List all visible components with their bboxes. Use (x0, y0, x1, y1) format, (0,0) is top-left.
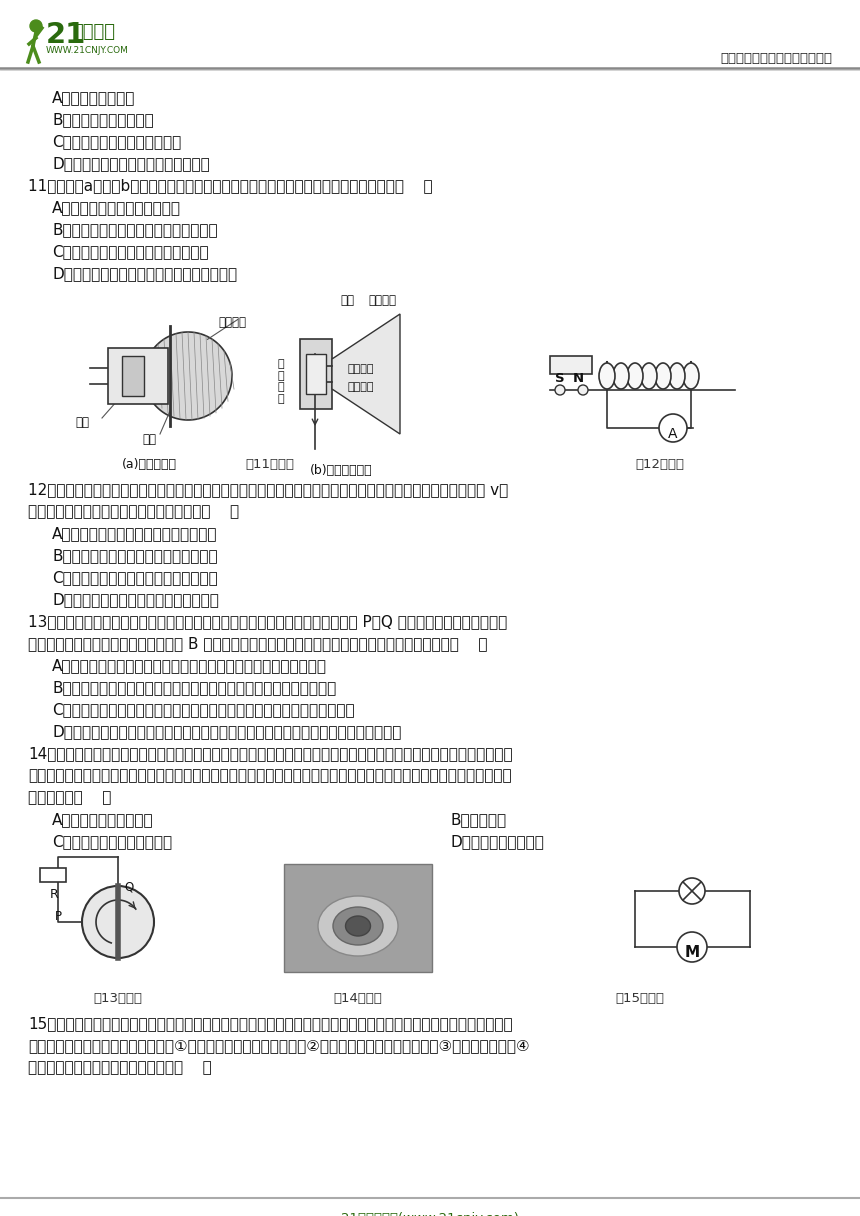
Ellipse shape (641, 364, 657, 389)
Text: S: S (555, 372, 565, 385)
Text: A．话筒将电信号转化为声信号: A．话筒将电信号转化为声信号 (52, 199, 181, 215)
Text: B．若圆盘转动方向发生改变，磁场方向不变，则电流的方向一定改变: B．若圆盘转动方向发生改变，磁场方向不变，则电流的方向一定改变 (52, 680, 336, 696)
Text: 15．将小电动机与小灯泡按如图所示的电路连接，在小电动机转轴上绕线，然后用力拉线，使电动机转动。在电动机转: 15．将小电动机与小灯泡按如图所示的电路连接，在小电动机转轴上绕线，然后用力拉线… (28, 1017, 513, 1031)
Circle shape (555, 385, 565, 395)
Text: N: N (573, 372, 584, 385)
Bar (108, 348, 168, 404)
Text: D．扬声器是利用磁场对电流的作用原理工作: D．扬声器是利用磁场对电流的作用原理工作 (52, 266, 237, 281)
Text: 永
久
磁
体: 永 久 磁 体 (278, 359, 285, 404)
Text: B．电流表中有电流通过，小车减速运动: B．电流表中有电流通过，小车减速运动 (52, 548, 218, 563)
Text: 21世纪教育网(www.21cnjy.com): 21世纪教育网(www.21cnjy.com) (341, 1212, 519, 1216)
Circle shape (677, 931, 707, 962)
Text: M: M (685, 945, 699, 959)
Ellipse shape (655, 364, 671, 389)
Text: 11．如图（a）、（b）所示分别是动圈式话筒与动圈式扬声器的内部构造原理图，其中（    ）: 11．如图（a）、（b）所示分别是动圈式话筒与动圈式扬声器的内部构造原理图，其中… (28, 178, 433, 193)
Ellipse shape (683, 364, 699, 389)
Text: 线圈: 线圈 (75, 416, 89, 429)
Text: 转速越快，灯泡越亮。说法正确的是（    ）: 转速越快，灯泡越亮。说法正确的是（ ） (28, 1060, 212, 1075)
Text: 永久磁体: 永久磁体 (218, 316, 246, 330)
Text: 21: 21 (46, 21, 86, 49)
Text: A．铁在磁场里会被磁化: A．铁在磁场里会被磁化 (52, 812, 154, 827)
Text: 动过程中，小灯泡发光，该现象中：①电产生了磁，使电动机转动；②磁产生了电，使小灯泡发光；③电动机是电源；④: 动过程中，小灯泡发光，该现象中：①电产生了磁，使电动机转动；②磁产生了电，使小灯… (28, 1038, 530, 1053)
Text: C．乙电机工作原理是电磁感应: C．乙电机工作原理是电磁感应 (52, 134, 181, 150)
Text: 中小学教育资源及组卷应用平台: 中小学教育资源及组卷应用平台 (720, 52, 832, 64)
Text: D．将电源正负极对调，灯泡亮度不变: D．将电源正负极对调，灯泡亮度不变 (52, 156, 210, 171)
Text: 锥形纸盆: 锥形纸盆 (368, 294, 396, 306)
Text: 线圈: 线圈 (340, 294, 354, 306)
Text: 电流方向: 电流方向 (348, 382, 374, 392)
Circle shape (679, 878, 705, 903)
Text: D．电流表中有电流通过，小车加速运动: D．电流表中有电流通过，小车加速运动 (52, 592, 219, 607)
Text: D．若圆盘转动方向及转速发生改变，且磁场方向改为竖直向下，电流的方向一定不变: D．若圆盘转动方向及转速发生改变，且磁场方向改为竖直向下，电流的方向一定不变 (52, 724, 402, 739)
Circle shape (82, 886, 154, 958)
Text: B．话筒是利用电流的磁效应原理工作的: B．话筒是利用电流的磁效应原理工作的 (52, 223, 218, 237)
Polygon shape (144, 332, 232, 420)
Text: 朝螺线管运动，在小车靠近螺线管的过程中（    ）: 朝螺线管运动，在小车靠近螺线管的过程中（ ） (28, 503, 239, 519)
Text: C．电流通过导体会产生热量: C．电流通过导体会产生热量 (52, 834, 172, 849)
Text: B．磁能生电: B．磁能生电 (450, 812, 507, 827)
Text: （15题图）: （15题图） (616, 992, 665, 1004)
Text: B．甲电机相当于发电机: B．甲电机相当于发电机 (52, 112, 154, 126)
Text: 世纪教育: 世纪教育 (72, 23, 115, 41)
Text: C．扬声器是利用电磁感应原理工作的: C．扬声器是利用电磁感应原理工作的 (52, 244, 209, 259)
Text: 铁质物品，变化磁场会使携带的金属中产生感应电流，从而使金属发热而灼伤病人，重则危及生命。上述说明中，没有涉: 铁质物品，变化磁场会使携带的金属中产生感应电流，从而使金属发热而灼伤病人，重则危… (28, 769, 512, 783)
Circle shape (659, 413, 687, 441)
Bar (306, 354, 326, 394)
Text: C．电流表中无电流通过，小车减速运动: C．电流表中无电流通过，小车减速运动 (52, 570, 218, 585)
Text: 12．如图所示，在光滑的水平面上固定一螺线管，将开关闭合后，有一轻质小车，车上放一条形磁体，以初速度 v。: 12．如图所示，在光滑的水平面上固定一螺线管，将开关闭合后，有一轻质小车，车上放… (28, 482, 508, 497)
Text: A．电流表中无电流通过，小车匀速运动: A．电流表中无电流通过，小车匀速运动 (52, 527, 218, 541)
Text: （12题图）: （12题图） (636, 458, 685, 471)
Bar (300, 339, 332, 409)
Ellipse shape (318, 896, 398, 956)
Bar (40, 868, 66, 882)
Text: A．若圆盘转动方向不变，转速发生变化，则电流方向可能发生变化: A．若圆盘转动方向不变，转速发生变化，则电流方向可能发生变化 (52, 658, 327, 672)
Bar (284, 865, 432, 972)
Bar (122, 356, 144, 396)
Circle shape (578, 385, 588, 395)
Ellipse shape (346, 916, 371, 936)
Text: 13．法拉第圆盘发电机的示意图如图所示，铜圆盘安装在竖直的铜轴上，两铜片 P、Q 分别与圆盘的边缘和铜轴接: 13．法拉第圆盘发电机的示意图如图所示，铜圆盘安装在竖直的铜轴上，两铜片 P、Q… (28, 614, 507, 629)
Text: 某一瞬时: 某一瞬时 (348, 364, 374, 375)
Text: Q: Q (124, 880, 133, 893)
Text: C．若磁场方向改为竖直向下，圆盘转动方向不变，则电流的方向一定改变: C．若磁场方向改为竖直向下，圆盘转动方向不变，则电流的方向一定改变 (52, 702, 354, 717)
Text: WWW.21CNJY.COM: WWW.21CNJY.COM (46, 46, 129, 55)
Text: （11题图）: （11题图） (245, 458, 294, 471)
Text: （14题图）: （14题图） (334, 992, 383, 1004)
Text: （13题图）: （13题图） (94, 992, 143, 1004)
Text: A．甲、乙电机转动: A．甲、乙电机转动 (52, 90, 135, 105)
Text: 及的知识是（    ）: 及的知识是（ ） (28, 790, 112, 805)
Text: (b)动圈式扬声器: (b)动圈式扬声器 (310, 465, 372, 477)
Text: 膜片: 膜片 (142, 433, 156, 446)
Text: 触。圆盘处于方向竖直向上的匀强磁场 B 中，圆盘旋转时，电路中有感应电流产生。下列说法错误的是（    ）: 触。圆盘处于方向竖直向上的匀强磁场 B 中，圆盘旋转时，电路中有感应电流产生。下… (28, 636, 488, 651)
Text: A: A (668, 427, 678, 441)
Text: D．同名磁极相互排斥: D．同名磁极相互排斥 (450, 834, 544, 849)
Ellipse shape (669, 364, 685, 389)
Polygon shape (332, 314, 400, 434)
Ellipse shape (333, 907, 383, 945)
Ellipse shape (627, 364, 643, 389)
Text: R: R (50, 888, 58, 901)
Text: 14．磁共振成像是一种采用强静磁场和变化磁场使人体组织成像的医学技术。若携带金属物做磁共振，强静磁场会吸引: 14．磁共振成像是一种采用强静磁场和变化磁场使人体组织成像的医学技术。若携带金属… (28, 745, 513, 761)
Ellipse shape (613, 364, 629, 389)
Circle shape (30, 19, 42, 32)
Text: (a)动圈式话筒: (a)动圈式话筒 (122, 458, 177, 471)
Ellipse shape (599, 364, 615, 389)
Bar (550, 356, 592, 375)
Text: P: P (54, 910, 62, 923)
